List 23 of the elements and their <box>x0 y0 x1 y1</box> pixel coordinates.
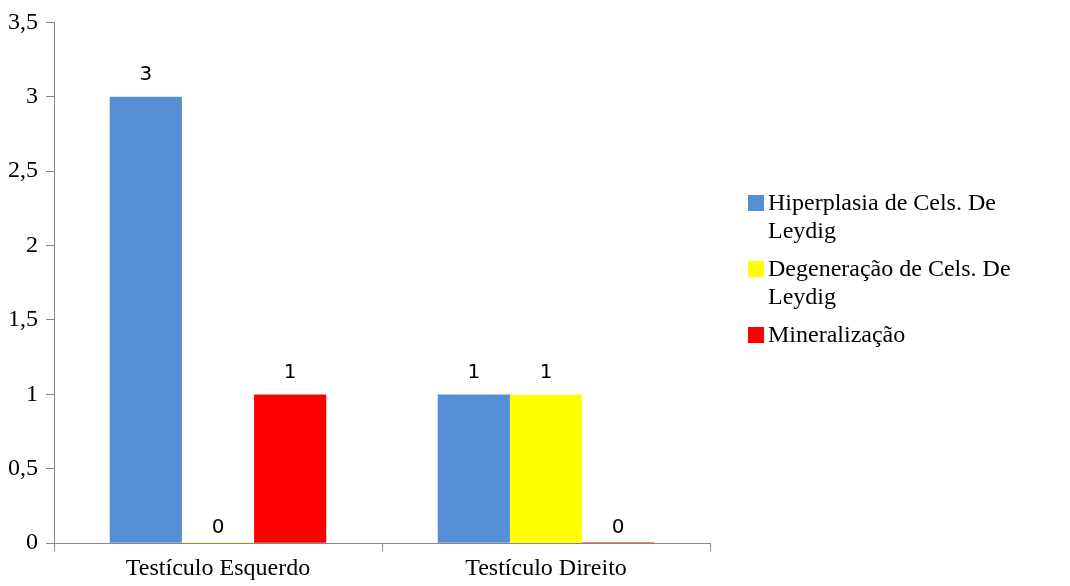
data-label: 0 <box>611 514 625 539</box>
legend-label: Mineralização <box>768 320 906 348</box>
legend-label: Hiperplasia de Cels. De Leydig <box>768 188 997 244</box>
bar <box>254 394 327 543</box>
data-label: 1 <box>539 358 553 383</box>
x-tick-label: Testículo Direito <box>465 553 627 580</box>
y-tick-label: 3 <box>26 82 38 109</box>
legend-label: Degeneração de Cels. De Leydig <box>768 254 1012 310</box>
data-label: 0 <box>211 514 225 539</box>
bar <box>109 96 182 543</box>
y-tick-label: 2 <box>26 230 38 257</box>
bar <box>437 394 510 543</box>
data-label: 1 <box>467 358 481 383</box>
x-tick-label: Testículo Esquerdo <box>125 553 311 580</box>
y-tick-label: 3,5 <box>8 7 38 34</box>
y-tick-label: 0,5 <box>8 454 38 481</box>
y-tick-label: 2,5 <box>8 156 38 183</box>
y-tick-label: 0 <box>26 528 38 555</box>
y-tick-label: 1,5 <box>8 305 38 332</box>
bar <box>509 394 583 543</box>
y-tick-label: 1 <box>26 379 38 406</box>
data-label: 1 <box>283 358 297 383</box>
data-label: 3 <box>139 61 153 85</box>
